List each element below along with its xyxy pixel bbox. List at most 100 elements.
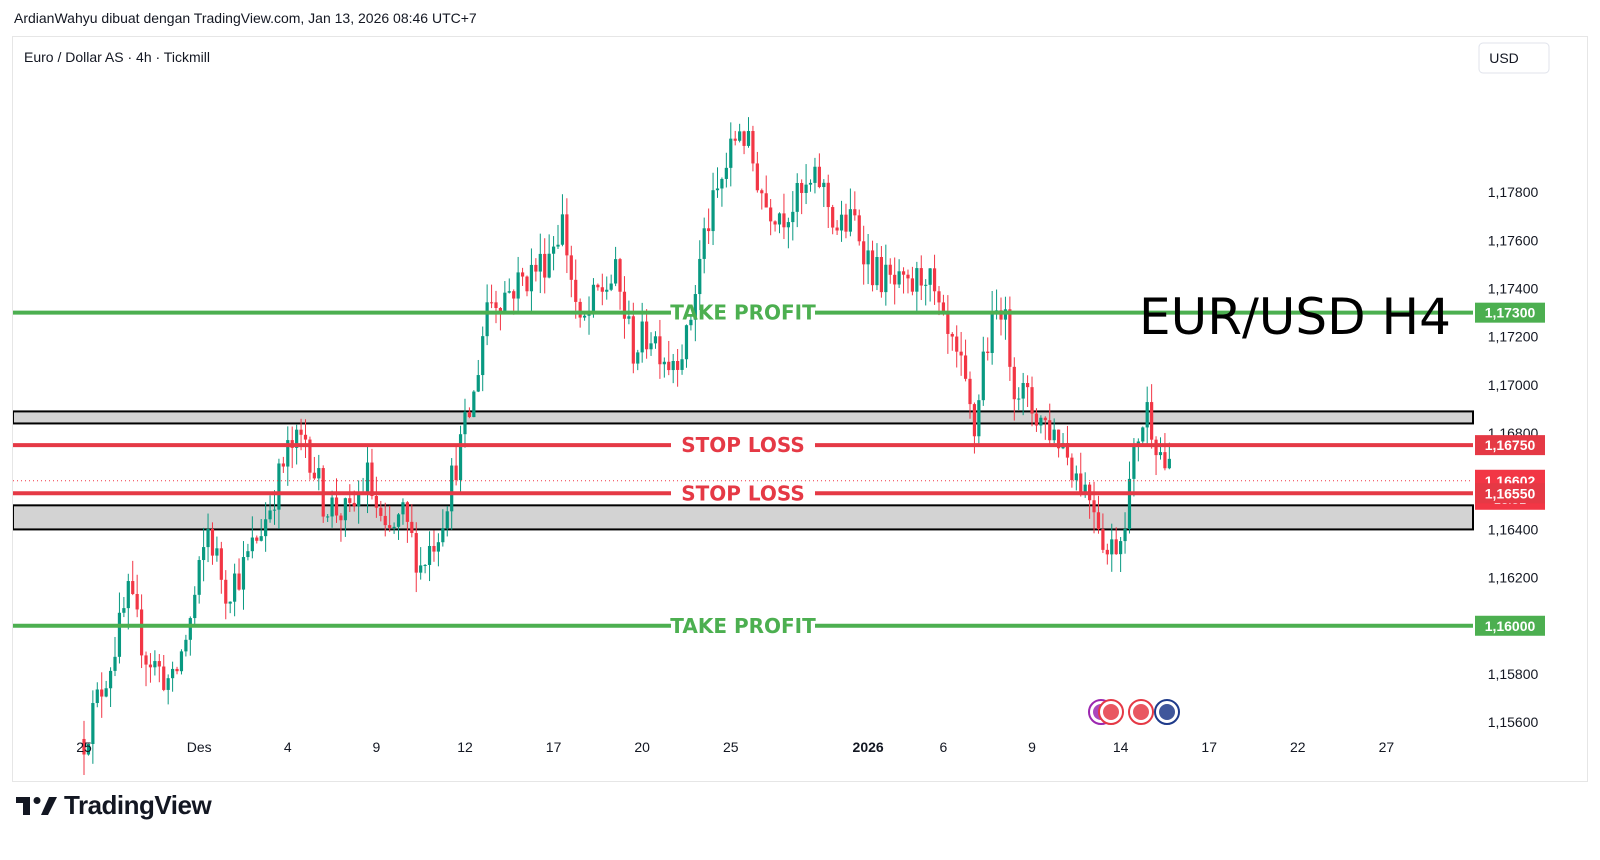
candle	[1003, 296, 1008, 340]
candle-body	[853, 209, 857, 216]
candle	[144, 651, 148, 687]
candle-body	[520, 272, 525, 277]
candle-body	[543, 253, 547, 278]
candle	[1008, 296, 1012, 381]
candle	[684, 324, 689, 368]
event-icon-us-flag-1-fill[interactable]	[1103, 704, 1119, 720]
candle	[202, 527, 206, 582]
candle	[977, 394, 981, 444]
candle	[1163, 433, 1167, 471]
candle	[250, 516, 254, 559]
price-axis[interactable]: 1,178001,176001,174001,172001,170001,168…	[1488, 184, 1539, 730]
candle	[410, 504, 414, 538]
candle-body	[1048, 420, 1052, 441]
candle-body	[680, 359, 684, 370]
candle-body	[512, 291, 516, 299]
time-axis[interactable]: 25 Des 4 9 12 17 20 25 2026 6 9 14 17 22 27	[76, 739, 1394, 755]
event-icon-us-flag-1[interactable]	[1098, 699, 1124, 725]
candle	[423, 564, 427, 574]
candle	[764, 175, 768, 208]
candle	[609, 274, 613, 292]
candle-body	[401, 502, 405, 515]
candle-body	[839, 214, 844, 231]
take-profit-lower-label: TAKE PROFIT	[670, 614, 816, 638]
y-tick-label: 1,16200	[1488, 570, 1539, 586]
candle-body	[264, 519, 268, 537]
candle-body	[910, 278, 915, 292]
candles-group	[82, 117, 1171, 776]
candle-body	[600, 287, 604, 292]
candle-body	[786, 222, 790, 228]
candle-body	[733, 138, 737, 141]
x-tick-label: 20	[634, 739, 650, 755]
candle-body	[392, 526, 396, 528]
candle-body	[596, 284, 600, 288]
candle	[494, 290, 498, 324]
candle	[746, 117, 751, 148]
candle	[671, 353, 675, 384]
candle-body	[808, 182, 813, 185]
candle-body	[582, 315, 587, 318]
economic-events[interactable]	[1088, 699, 1180, 725]
candle	[268, 495, 272, 523]
candle	[308, 436, 312, 480]
candle-body	[676, 360, 680, 370]
candle-body	[281, 463, 285, 467]
candle	[839, 200, 844, 242]
candle	[436, 533, 440, 567]
candle	[910, 266, 915, 296]
candle-body	[277, 463, 281, 510]
candle	[122, 597, 126, 618]
candlestick-chart[interactable]: TAKE PROFIT STOP LOSS STOP LOSS TAKE PROFIT…	[13, 37, 1589, 783]
candle-body	[729, 138, 733, 168]
candle-body	[888, 264, 892, 275]
candle-body	[875, 257, 879, 286]
candle-body	[972, 404, 977, 437]
candle-body	[1158, 452, 1163, 456]
y-tick-label: 1,16400	[1488, 521, 1539, 537]
currency-button-bg[interactable]	[1478, 42, 1550, 74]
candle-body	[746, 131, 751, 146]
candle	[188, 616, 192, 656]
candle-body	[272, 509, 277, 511]
candle-body	[1057, 429, 1061, 449]
candle-body	[246, 551, 250, 558]
candle-body	[529, 264, 534, 292]
candle-body	[591, 284, 596, 311]
candle	[1141, 426, 1145, 445]
candle-body	[467, 411, 472, 418]
candle	[1052, 418, 1056, 444]
candle-body	[1065, 442, 1070, 458]
chart-panel[interactable]: TAKE PROFIT STOP LOSS STOP LOSS TAKE PROFIT…	[12, 36, 1588, 782]
resistance-zone	[13, 410, 1474, 425]
candle-body	[605, 289, 609, 292]
candle-body	[574, 279, 578, 302]
candle-body	[884, 264, 888, 293]
candle	[303, 419, 308, 458]
candle-body	[817, 166, 821, 188]
candle	[693, 285, 697, 342]
candle-body	[915, 268, 919, 292]
candle-body	[764, 193, 768, 208]
candle-body	[560, 214, 565, 245]
candle-body	[715, 188, 720, 191]
event-icon-eu-flag-fill[interactable]	[1159, 704, 1175, 720]
tradingview-logo-icon	[16, 796, 57, 815]
candle-body	[1052, 429, 1056, 441]
event-icon-us-flag-2-fill[interactable]	[1133, 704, 1149, 720]
stop-loss-upper-label: STOP LOSS	[681, 433, 805, 457]
event-icon-us-flag-2[interactable]	[1128, 699, 1154, 725]
candle-body	[525, 276, 529, 292]
candle-body	[131, 581, 135, 594]
candle	[955, 325, 959, 368]
event-icon-eu-flag[interactable]	[1154, 699, 1180, 725]
x-tick-label: 2026	[853, 739, 884, 755]
candle-body	[963, 355, 968, 379]
price-tag-sl-lower-bg	[1475, 483, 1545, 504]
candle-body	[432, 545, 436, 552]
candle-body	[472, 391, 476, 418]
candle	[476, 359, 480, 393]
candle-body	[622, 291, 627, 319]
price-tag-tp-lower: 1,16000	[1475, 615, 1545, 636]
currency-button[interactable]: USD	[1478, 42, 1550, 74]
